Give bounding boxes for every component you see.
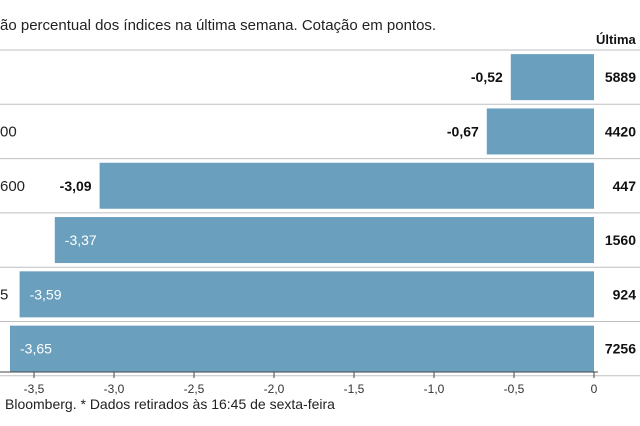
tick-label: -0,5 xyxy=(504,382,525,396)
bar xyxy=(99,162,594,209)
source-note: Bloomberg. * Dados retirados às 16:45 de… xyxy=(5,396,335,412)
last-value-label: 447 xyxy=(613,178,637,194)
category-label: 00 xyxy=(0,123,17,140)
value-label: -3,09 xyxy=(60,178,92,194)
value-label: -3,65 xyxy=(20,341,52,357)
value-label: -3,37 xyxy=(65,232,97,248)
x-axis: -3,5 -3,0 -2,5 -2,0 -1,5 -1,0 -0,5 0 xyxy=(0,371,598,396)
bar xyxy=(10,325,594,372)
category-label: 5 xyxy=(0,286,8,303)
last-value-label: 4420 xyxy=(605,123,636,139)
bar xyxy=(54,217,595,264)
bar xyxy=(510,54,594,101)
tick-label: -3,5 xyxy=(24,382,45,396)
tick-label: -1,5 xyxy=(344,382,365,396)
last-value-header: Última c xyxy=(596,32,640,47)
value-label: -0,52 xyxy=(471,69,503,85)
last-value-label: 924 xyxy=(613,286,637,302)
tick-label: -1,0 xyxy=(424,382,445,396)
tick-label: -2,5 xyxy=(184,382,205,396)
chart-subtitle: ão percentual dos índices na última sema… xyxy=(0,17,436,34)
value-label: -3,59 xyxy=(30,286,62,302)
last-value-label: 7256 xyxy=(605,341,636,357)
bar xyxy=(486,108,594,155)
tick-label: -2,0 xyxy=(264,382,285,396)
tick-label: 0 xyxy=(591,382,598,396)
last-value-label: 1560 xyxy=(605,232,636,248)
last-value-label: 5889 xyxy=(605,69,636,85)
category-label: 600 xyxy=(0,178,25,195)
tick-label: -3,0 xyxy=(104,382,125,396)
value-label: -0,67 xyxy=(447,123,479,139)
bar xyxy=(19,271,595,318)
chart-rows: -0,52 5889 00 -0,67 4420 600 -3,09 447 -3,37 1560… xyxy=(0,49,640,377)
